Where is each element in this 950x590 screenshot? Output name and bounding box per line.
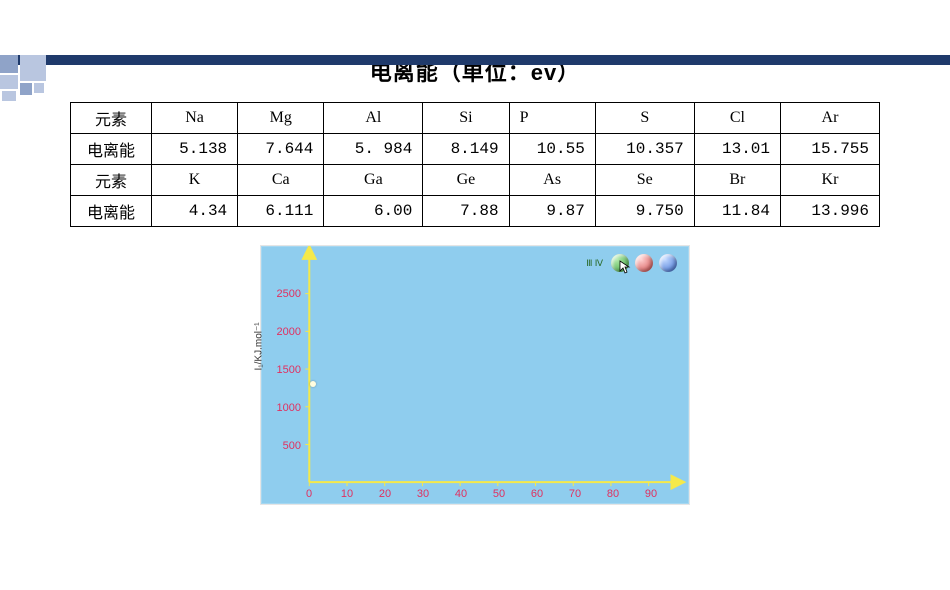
x-tick-label: 50 bbox=[493, 488, 505, 500]
cell: Se bbox=[595, 165, 694, 196]
cell: 9.87 bbox=[509, 196, 595, 227]
x-tick-label: 40 bbox=[455, 488, 467, 500]
y-tick-label: 2000 bbox=[271, 326, 301, 338]
cell: 5.138 bbox=[151, 134, 237, 165]
cell: Ga bbox=[324, 165, 423, 196]
cell: Al bbox=[324, 103, 423, 134]
x-tick-label: 20 bbox=[379, 488, 391, 500]
cell: 6.00 bbox=[324, 196, 423, 227]
cell: 13.01 bbox=[694, 134, 780, 165]
table-row: 元素 Na Mg Al Si P S Cl Ar bbox=[71, 103, 880, 134]
chart-point bbox=[310, 381, 316, 387]
y-tick-label: 1000 bbox=[271, 402, 301, 414]
table-row: 电离能 4.34 6.111 6.00 7.88 9.87 9.750 11.8… bbox=[71, 196, 880, 227]
x-tick-label: 60 bbox=[531, 488, 543, 500]
cell: Ca bbox=[238, 165, 324, 196]
x-tick-label: 90 bbox=[645, 488, 657, 500]
cell: 7.88 bbox=[423, 196, 509, 227]
cell: 15.755 bbox=[781, 134, 880, 165]
y-tick-label: 2500 bbox=[271, 288, 301, 300]
row-label: 电离能 bbox=[71, 134, 152, 165]
row-label: 电离能 bbox=[71, 196, 152, 227]
x-tick-label: 70 bbox=[569, 488, 581, 500]
cell: 8.149 bbox=[423, 134, 509, 165]
next-button[interactable] bbox=[659, 254, 677, 272]
cell: 10.55 bbox=[509, 134, 595, 165]
play-button[interactable] bbox=[611, 254, 629, 272]
cell: P bbox=[509, 103, 595, 134]
cell: 7.644 bbox=[238, 134, 324, 165]
x-tick-label: 10 bbox=[341, 488, 353, 500]
cell: Cl bbox=[694, 103, 780, 134]
cell: Mg bbox=[238, 103, 324, 134]
chart-controls: Ⅲ Ⅳ bbox=[586, 254, 677, 272]
chart-axes bbox=[261, 246, 689, 504]
cell: Ar bbox=[781, 103, 880, 134]
cell: 10.357 bbox=[595, 134, 694, 165]
cell: Br bbox=[694, 165, 780, 196]
cell: 5. 984 bbox=[324, 134, 423, 165]
row-label: 元素 bbox=[71, 165, 152, 196]
cell: 6.111 bbox=[238, 196, 324, 227]
cell: As bbox=[509, 165, 595, 196]
corner-decoration bbox=[0, 55, 80, 105]
y-axis-label: I₁/KJ.mol⁻¹ bbox=[254, 322, 265, 370]
cell: Si bbox=[423, 103, 509, 134]
cell: 11.84 bbox=[694, 196, 780, 227]
slide-top-bar bbox=[0, 55, 950, 65]
table-row: 元素 K Ca Ga Ge As Se Br Kr bbox=[71, 165, 880, 196]
cell: 13.996 bbox=[781, 196, 880, 227]
cell: S bbox=[595, 103, 694, 134]
cell: K bbox=[151, 165, 237, 196]
ionization-chart: 500 1000 1500 2000 2500 0 10 20 30 40 50… bbox=[260, 245, 690, 505]
x-tick-label: 0 bbox=[306, 488, 312, 500]
stop-button[interactable] bbox=[635, 254, 653, 272]
cell: Na bbox=[151, 103, 237, 134]
cell: 9.750 bbox=[595, 196, 694, 227]
y-tick-label: 1500 bbox=[271, 364, 301, 376]
x-tick-label: 30 bbox=[417, 488, 429, 500]
y-tick-label: 500 bbox=[271, 440, 301, 452]
ionization-table: 元素 Na Mg Al Si P S Cl Ar 电离能 5.138 7.644… bbox=[70, 102, 880, 227]
x-tick-label: 80 bbox=[607, 488, 619, 500]
row-label: 元素 bbox=[71, 103, 152, 134]
cell: 4.34 bbox=[151, 196, 237, 227]
table-row: 电离能 5.138 7.644 5. 984 8.149 10.55 10.35… bbox=[71, 134, 880, 165]
legend-label: Ⅲ Ⅳ bbox=[586, 258, 603, 269]
cell: Kr bbox=[781, 165, 880, 196]
cell: Ge bbox=[423, 165, 509, 196]
